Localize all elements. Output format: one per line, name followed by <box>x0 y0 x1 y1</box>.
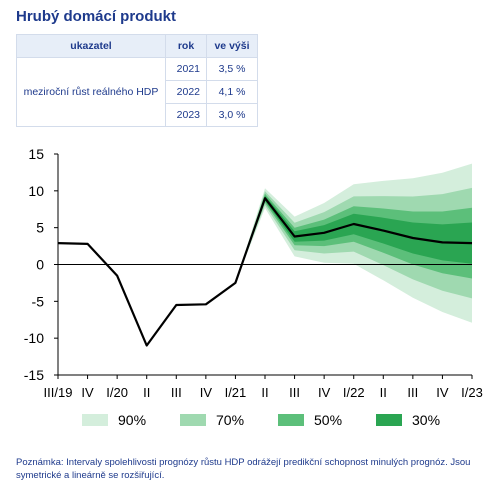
chart-note: Poznámka: Intervaly spolehlivosti prognó… <box>16 457 471 481</box>
header-indicator: ukazatel <box>16 34 166 58</box>
indicator-cell: meziroční růst reálného HDP <box>16 57 166 127</box>
fan-bands <box>235 163 472 323</box>
x-tick-label: IV <box>81 385 94 400</box>
x-tick-label: II <box>380 385 387 400</box>
kpi-table: ukazatel rok ve výši meziroční růst reál… <box>16 34 258 127</box>
x-tick-label: IV <box>200 385 213 400</box>
chart-lines <box>57 197 473 347</box>
legend-label: 30% <box>412 412 440 428</box>
table-row: meziroční růst reálného HDP 2021 3,5 % <box>16 57 258 127</box>
x-tick-label: I/20 <box>106 385 128 400</box>
legend-label: 90% <box>118 412 146 428</box>
year-cell: 2021 <box>165 57 207 81</box>
year-cell: 2022 <box>165 80 207 104</box>
y-tick-label: 5 <box>36 220 44 236</box>
x-tick-label: I/23 <box>461 385 483 400</box>
legend-swatch-90 <box>82 414 108 426</box>
x-tick-label: III <box>171 385 182 400</box>
legend-swatch-50 <box>278 414 304 426</box>
legend-swatch-30 <box>376 414 402 426</box>
table-header-row: ukazatel rok ve výši <box>16 34 258 58</box>
header-value: ve výši <box>206 34 258 58</box>
x-tick-label: III <box>407 385 418 400</box>
x-tick-label: IV <box>318 385 331 400</box>
y-tick-label: 0 <box>36 257 44 273</box>
legend-swatch-70 <box>180 414 206 426</box>
x-tick-label: II <box>143 385 150 400</box>
gdp-growth-line <box>57 197 473 347</box>
x-tick-label: III <box>289 385 300 400</box>
value-cell: 3,0 % <box>206 103 258 127</box>
legend-label: 50% <box>314 412 342 428</box>
y-tick-label: 15 <box>28 146 44 162</box>
y-tick-label: -10 <box>24 330 44 346</box>
y-tick-label: -5 <box>32 293 45 309</box>
page-title: Hrubý domácí produkt <box>16 8 177 25</box>
value-cell: 3,5 % <box>206 57 258 81</box>
table-row: 2023 3,0 % <box>17 103 258 127</box>
year-cell: 2023 <box>165 103 207 127</box>
x-tick-label: I/22 <box>343 385 365 400</box>
chart-legend: 90% 70% 50% 30% <box>82 412 440 428</box>
y-tick-label: -15 <box>24 367 44 383</box>
y-tick-label: 10 <box>28 183 44 199</box>
x-tick-label: I/21 <box>225 385 247 400</box>
table-row: 2022 4,1 % <box>17 80 258 104</box>
x-tick-label: II <box>261 385 268 400</box>
x-tick-label: III/19 <box>44 385 73 400</box>
header-year: rok <box>165 34 207 58</box>
fan-band-50 <box>235 193 472 283</box>
value-cell: 4,1 % <box>206 80 258 104</box>
x-tick-label: IV <box>436 385 449 400</box>
legend-label: 70% <box>216 412 244 428</box>
